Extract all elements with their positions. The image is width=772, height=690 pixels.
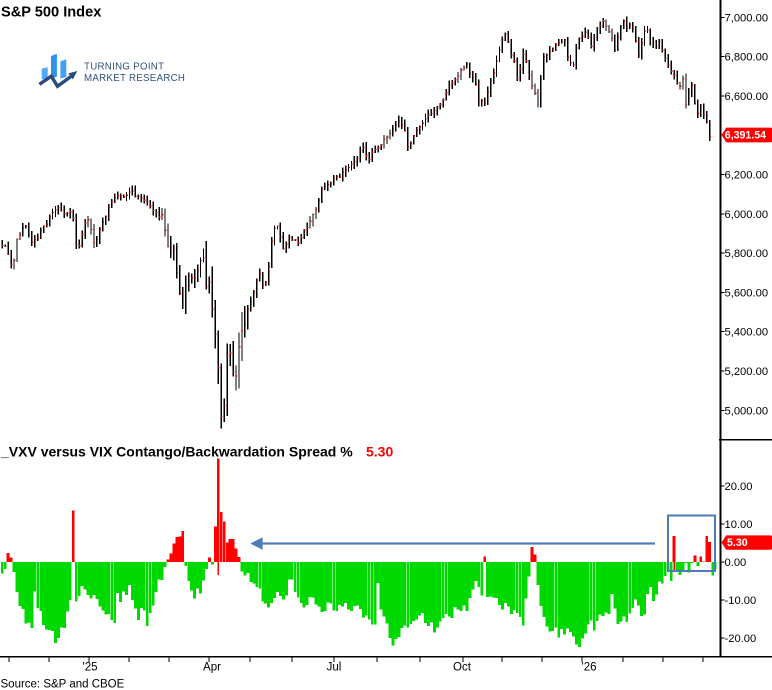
svg-text:TURNING POINT: TURNING POINT	[84, 62, 164, 73]
svg-text:-10.00: -10.00	[725, 595, 757, 607]
svg-text:7,000.00: 7,000.00	[725, 12, 769, 24]
svg-text:6,800.00: 6,800.00	[725, 52, 769, 64]
svg-text:6,600.00: 6,600.00	[725, 91, 769, 103]
svg-text:Oct: Oct	[453, 662, 472, 674]
svg-text:_VXV versus VIX Contango/Backw: _VXV versus VIX Contango/Backwardation S…	[0, 444, 353, 460]
svg-text:5.30: 5.30	[727, 537, 748, 549]
svg-text:5,400.00: 5,400.00	[725, 327, 769, 339]
svg-text:5,200.00: 5,200.00	[725, 366, 769, 378]
svg-text:Apr: Apr	[203, 662, 221, 674]
svg-text:S&P 500 Index: S&P 500 Index	[1, 5, 102, 21]
svg-text:5,800.00: 5,800.00	[725, 248, 769, 260]
svg-text:5.30: 5.30	[366, 444, 393, 460]
svg-text:6,200.00: 6,200.00	[725, 170, 769, 182]
svg-text:0.00: 0.00	[725, 557, 747, 569]
svg-text:-20.00: -20.00	[725, 633, 757, 645]
svg-text:10.00: 10.00	[725, 519, 753, 531]
svg-text:Source: S&P and CBOE: Source: S&P and CBOE	[1, 679, 125, 690]
svg-text:5,000.00: 5,000.00	[725, 405, 769, 417]
svg-text:MARKET RESEARCH: MARKET RESEARCH	[84, 73, 185, 84]
svg-text:5,600.00: 5,600.00	[725, 287, 769, 299]
svg-text:Jul: Jul	[327, 662, 342, 674]
svg-text:20.00: 20.00	[725, 481, 753, 493]
svg-text:'26: '26	[582, 662, 597, 674]
svg-text:'25: '25	[83, 662, 98, 674]
svg-text:6,391.54: 6,391.54	[725, 130, 766, 142]
svg-text:6,000.00: 6,000.00	[725, 209, 769, 221]
